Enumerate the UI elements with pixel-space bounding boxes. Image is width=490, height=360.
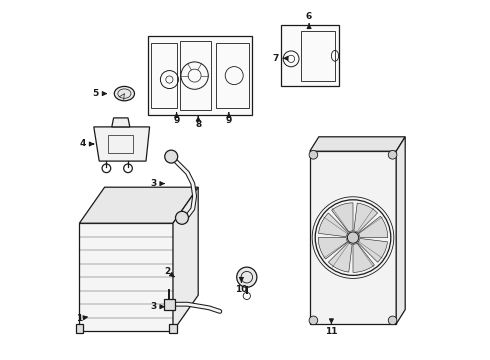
Polygon shape — [79, 223, 173, 331]
Polygon shape — [332, 203, 353, 232]
Bar — [108, 135, 133, 153]
Polygon shape — [94, 127, 149, 161]
Polygon shape — [79, 187, 198, 223]
Text: 4: 4 — [79, 139, 85, 148]
Polygon shape — [396, 137, 405, 324]
Circle shape — [347, 232, 359, 243]
Circle shape — [309, 316, 318, 325]
Text: 2: 2 — [165, 267, 171, 276]
Polygon shape — [358, 216, 388, 238]
Polygon shape — [310, 137, 405, 151]
Circle shape — [237, 267, 257, 287]
Circle shape — [309, 150, 318, 159]
Polygon shape — [164, 299, 175, 310]
Bar — [281, 25, 339, 86]
Polygon shape — [310, 151, 396, 324]
Polygon shape — [170, 324, 176, 333]
Polygon shape — [353, 243, 374, 273]
Circle shape — [165, 150, 178, 163]
Text: 3: 3 — [150, 302, 156, 311]
Polygon shape — [358, 238, 388, 262]
Polygon shape — [318, 238, 347, 259]
Text: 10: 10 — [235, 285, 247, 294]
Text: 6: 6 — [306, 12, 312, 21]
Polygon shape — [318, 213, 348, 237]
Text: 9: 9 — [225, 116, 232, 125]
Text: 11: 11 — [325, 327, 338, 336]
Circle shape — [388, 150, 397, 159]
Text: 3: 3 — [150, 179, 156, 188]
Ellipse shape — [114, 86, 134, 101]
Polygon shape — [328, 242, 352, 272]
Text: 5: 5 — [92, 89, 98, 98]
Polygon shape — [76, 324, 83, 333]
Polygon shape — [112, 118, 130, 127]
Polygon shape — [173, 187, 198, 331]
Text: 7: 7 — [272, 54, 279, 63]
Text: 1: 1 — [75, 314, 82, 323]
Text: 9: 9 — [173, 116, 180, 125]
Circle shape — [175, 211, 189, 224]
Bar — [148, 36, 252, 115]
Polygon shape — [354, 203, 378, 233]
Text: 8: 8 — [195, 120, 201, 129]
Circle shape — [388, 316, 397, 325]
